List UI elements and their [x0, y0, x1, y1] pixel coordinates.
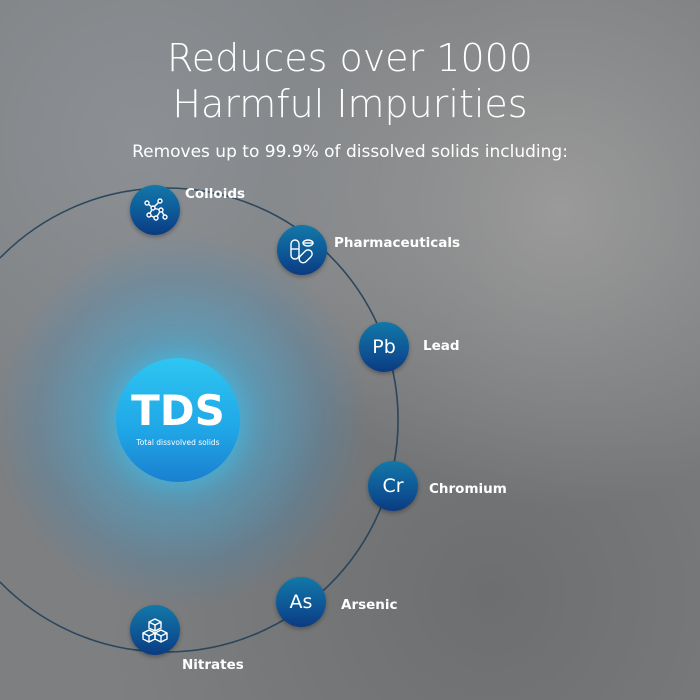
label-colloids: Colloids — [185, 186, 246, 202]
tds-abbr: TDS — [131, 386, 225, 435]
arsenic-symbol: As — [276, 577, 326, 627]
label-arsenic: Arsenic — [341, 597, 398, 613]
molecule-icon — [130, 185, 180, 235]
tds-circle: TDS Total dissvolved solids — [116, 358, 240, 482]
chromium-symbol: Cr — [368, 461, 418, 511]
pills-icon — [277, 225, 327, 275]
label-nitrates: Nitrates — [182, 657, 244, 673]
cubes-icon — [130, 605, 180, 655]
lead-symbol: Pb — [359, 322, 409, 372]
label-chromium: Chromium — [429, 481, 507, 497]
headline-line-1: Reduces over 1000 — [167, 36, 533, 80]
headline-line-2: Harmful Impurities — [172, 82, 528, 126]
label-pharmaceuticals: Pharmaceuticals — [334, 235, 461, 251]
label-lead: Lead — [423, 338, 460, 354]
tds-label: Total dissvolved solids — [136, 438, 220, 447]
subtitle: Removes up to 99.9% of dissolved solids … — [132, 142, 568, 162]
